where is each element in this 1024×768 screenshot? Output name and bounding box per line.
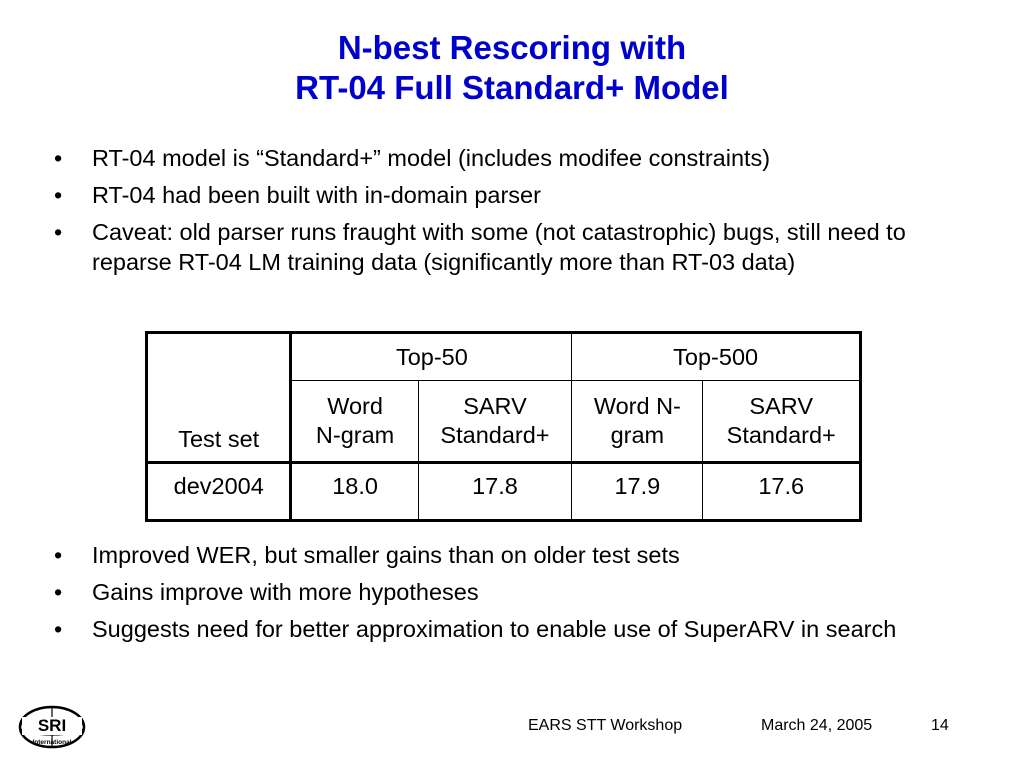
header-top-500: Top-500 — [571, 332, 861, 381]
cell-value: 18.0 — [290, 461, 419, 521]
bullet-item: • RT-04 model is “Standard+” model (inclu… — [52, 143, 952, 173]
slide-title-line-1: N-best Rescoring with — [337, 29, 687, 66]
bullet-dot-icon: • — [54, 616, 63, 642]
bullet-list-bottom: • Improved WER, but smaller gains than on… — [52, 540, 952, 651]
bullet-dot-icon: • — [54, 145, 63, 171]
cell-value: 17.6 — [702, 461, 861, 521]
cell-test-set: dev2004 — [145, 461, 293, 521]
bullet-dot-icon: • — [54, 219, 63, 245]
header-line: Standard+ — [726, 422, 836, 448]
logo-text: SRI — [38, 716, 66, 735]
bullet-text: Suggests need for better approximation t… — [92, 616, 897, 642]
slide-title: N-best Rescoring with RT-04 Full Standar… — [0, 28, 1024, 108]
header-sarv-top50: SARV Standard+ — [417, 380, 573, 463]
footer-page-number: 14 — [931, 717, 949, 734]
bullet-text: Caveat: old parser runs fraught with som… — [92, 219, 906, 275]
header-sarv-top500: SARV Standard+ — [702, 380, 861, 463]
bullet-item: • Suggests need for better approximation … — [52, 614, 952, 644]
header-test-set: Test set — [145, 332, 293, 463]
results-table: Test set Top-50 Top-500 Word N-gram SARV S… — [145, 331, 862, 522]
bullet-text: RT-04 had been built with in-domain pars… — [92, 182, 541, 208]
bullet-text: Improved WER, but smaller gains than on … — [92, 542, 680, 568]
cell-value: 17.8 — [417, 461, 573, 521]
header-line: gram — [610, 422, 665, 448]
bullet-dot-icon: • — [54, 579, 63, 605]
bullet-dot-icon: • — [54, 182, 63, 208]
bullet-item: • Caveat: old parser runs fraught with so… — [52, 217, 952, 277]
header-word-ngram-top500: Word N-gram — [571, 380, 704, 463]
bullet-dot-icon: • — [54, 542, 63, 568]
table-row: dev2004 18.0 17.8 17.9 17.6 — [145, 461, 861, 521]
bullet-list-top: • RT-04 model is “Standard+” model (inclu… — [52, 143, 952, 284]
sri-logo-icon: SRI International — [18, 705, 86, 749]
bullet-item: • Improved WER, but smaller gains than on… — [52, 540, 952, 570]
header-line: N-gram — [315, 422, 395, 448]
header-word-ngram-top50: Word N-gram — [290, 380, 419, 463]
header-top-50: Top-50 — [290, 332, 573, 381]
table-header-row: Test set Top-50 Top-500 — [145, 332, 861, 463]
header-line: Word — [327, 393, 383, 419]
header-line: SARV — [749, 393, 813, 419]
logo-subtext: International — [32, 739, 71, 746]
bullet-text: RT-04 model is “Standard+” model (includ… — [92, 145, 771, 171]
bullet-text: Gains improve with more hypotheses — [92, 579, 479, 605]
cell-value: 17.9 — [571, 461, 704, 521]
footer-date: March 24, 2005 — [761, 717, 873, 734]
header-line: SARV — [463, 393, 527, 419]
header-line: Standard+ — [440, 422, 550, 448]
slide-title-line-2: RT-04 Full Standard+ Model — [295, 69, 729, 106]
header-line: Word N- — [593, 393, 681, 419]
bullet-item: • RT-04 had been built with in-domain par… — [52, 180, 952, 210]
bullet-item: • Gains improve with more hypotheses — [52, 577, 952, 607]
footer-workshop: EARS STT Workshop — [528, 717, 683, 734]
